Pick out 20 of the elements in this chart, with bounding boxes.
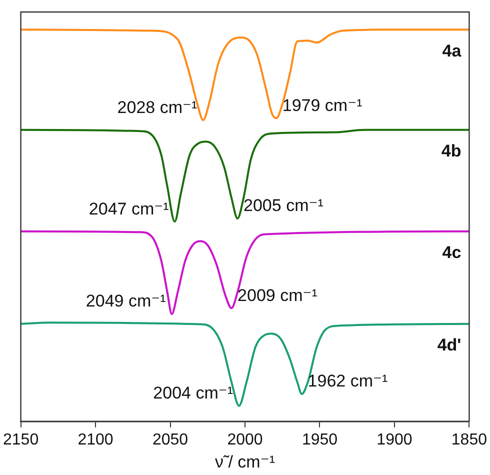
x-tick-label: 2100 bbox=[78, 431, 114, 448]
annotation: 2004 cm⁻¹ bbox=[153, 383, 234, 402]
annotation: 1962 cm⁻¹ bbox=[308, 372, 388, 391]
x-axis-title: ν̃ / cm⁻¹ bbox=[215, 452, 276, 472]
annotation: 2049 cm⁻¹ bbox=[86, 292, 166, 311]
x-tick-label: 1950 bbox=[302, 431, 338, 448]
x-tick-label: 2000 bbox=[227, 431, 263, 448]
series-label: 4b bbox=[441, 142, 462, 161]
annotation: 1979 cm⁻¹ bbox=[282, 96, 363, 115]
annotation: 2005 cm⁻¹ bbox=[244, 196, 324, 216]
annotation: 2028 cm⁻¹ bbox=[117, 98, 198, 117]
x-tick-label: 1900 bbox=[376, 431, 412, 448]
x-tick-label: 2150 bbox=[3, 431, 39, 448]
series-label: 4d' bbox=[437, 336, 462, 355]
x-tick-label: 1850 bbox=[451, 431, 488, 448]
x-tick-label: 2050 bbox=[152, 431, 188, 448]
series-label: 4c bbox=[442, 243, 462, 262]
annotation: 2047 cm⁻¹ bbox=[88, 199, 170, 218]
annotation: 2009 cm⁻¹ bbox=[238, 286, 318, 305]
series-label: 4a bbox=[442, 41, 462, 60]
